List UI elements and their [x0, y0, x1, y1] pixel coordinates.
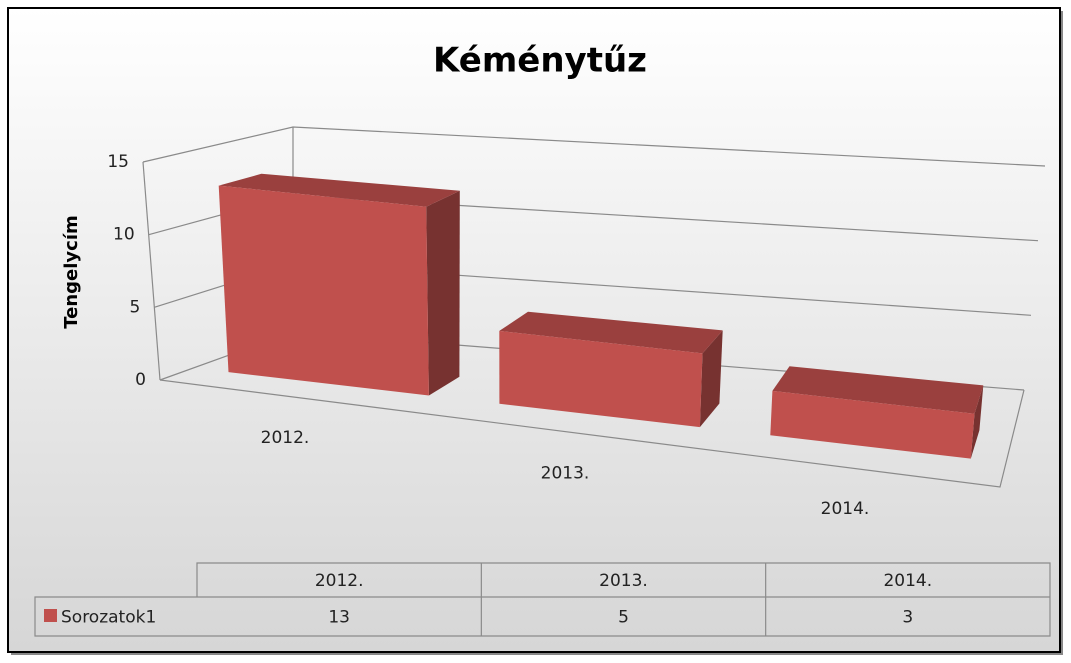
- left-edge: [142, 161, 161, 381]
- y-axis-title: Tengelycím: [61, 215, 82, 329]
- y-tick-label: 5: [130, 297, 141, 317]
- y-tick-label: 15: [107, 152, 129, 172]
- y-tick-label: 10: [113, 225, 135, 245]
- chart-title: Kéménytűz: [433, 41, 647, 81]
- table-value: 5: [618, 608, 629, 628]
- bar: [770, 366, 984, 459]
- bar-side: [970, 385, 984, 459]
- bar: [499, 311, 723, 428]
- table-header: 2014.: [883, 571, 932, 591]
- bar-top: [218, 173, 460, 207]
- bar-front: [218, 185, 429, 396]
- y-tick-label: 0: [135, 370, 146, 390]
- x-tick-label: 2013.: [541, 464, 590, 484]
- bar-side: [426, 190, 460, 396]
- x-tick-label: 2012.: [261, 428, 310, 448]
- bar-front: [770, 390, 975, 459]
- table-header: 2012.: [315, 571, 364, 591]
- table-value: 3: [902, 608, 913, 628]
- bar: [218, 173, 460, 396]
- floor-edge: [159, 379, 1025, 488]
- table-header: 2013.: [599, 571, 648, 591]
- bar-front: [499, 330, 703, 428]
- bar-top: [772, 366, 984, 414]
- bar-top: [499, 311, 723, 354]
- legend-label: Sorozatok1: [61, 608, 156, 628]
- bar-side: [699, 330, 723, 428]
- legend-key: [44, 609, 57, 622]
- table-line: [34, 562, 1051, 637]
- table-value: 13: [328, 608, 350, 628]
- x-tick-label: 2014.: [821, 499, 870, 519]
